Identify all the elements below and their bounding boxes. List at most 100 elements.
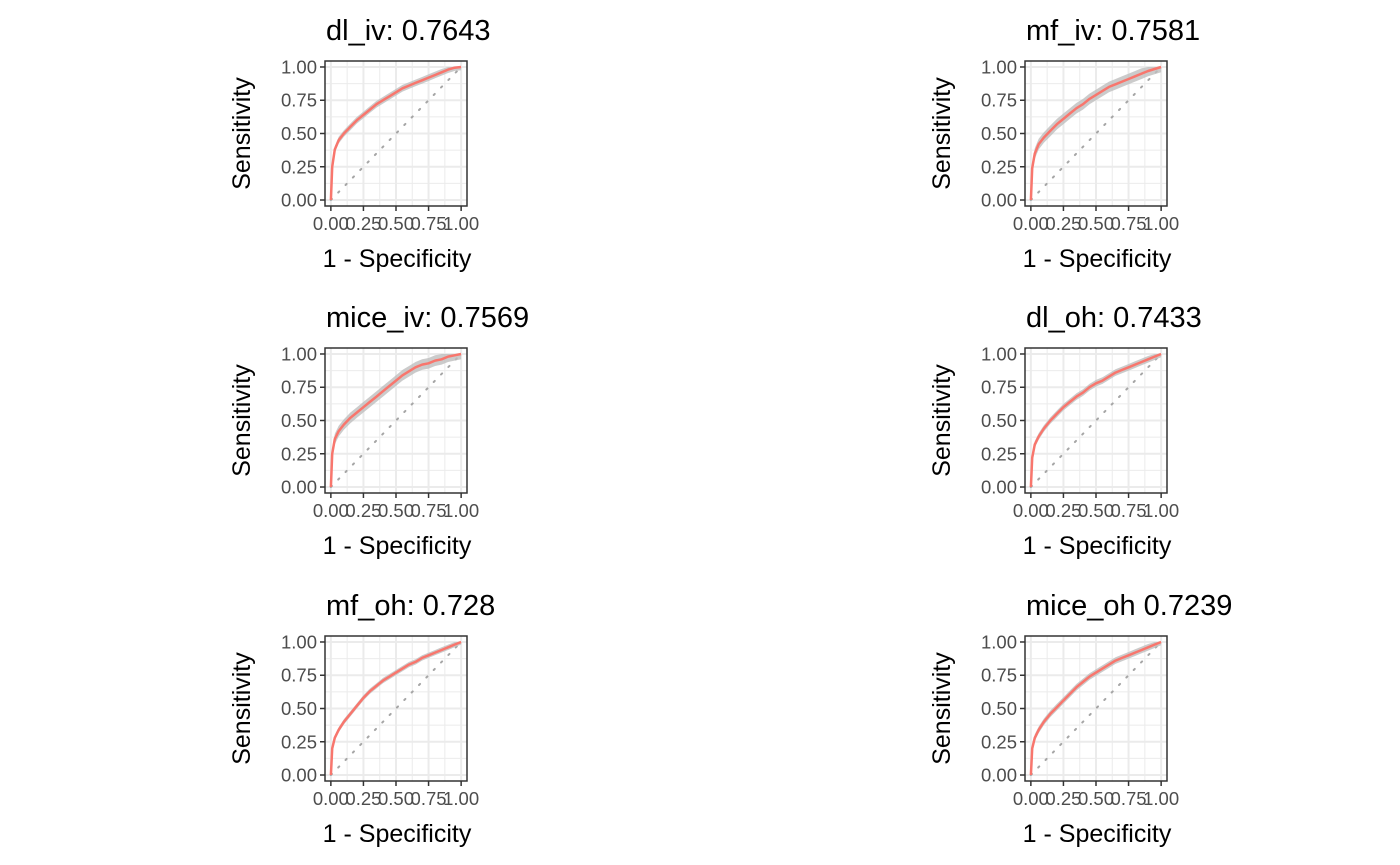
reference-diagonal	[1029, 65, 1163, 202]
x-tick-label: 0.75	[1111, 500, 1147, 521]
x-tick-label: 1.00	[443, 213, 479, 234]
y-tick-label: 0.00	[981, 190, 1017, 211]
y-axis-title: Sensitivity	[928, 652, 956, 765]
roc-panel: 0.000.250.500.751.000.000.250.500.751.00…	[228, 15, 490, 273]
roc-curve	[329, 65, 462, 201]
panel-title: mf_iv: 0.7581	[1026, 15, 1200, 47]
roc-curve	[1029, 65, 1162, 201]
y-axis-title: Sensitivity	[928, 364, 956, 477]
panel-title: dl_oh: 0.7433	[1026, 302, 1202, 334]
x-tick-label: 0.00	[1013, 213, 1049, 234]
panel-title: mf_oh: 0.728	[326, 590, 495, 622]
reference-diagonal	[329, 352, 463, 489]
x-tick-label: 1.00	[1143, 500, 1179, 521]
y-tick-label: 0.50	[981, 123, 1017, 144]
y-tick-label: 1.00	[981, 56, 1017, 77]
y-tick-label: 0.75	[981, 665, 1017, 686]
x-tick-label: 1.00	[1143, 213, 1179, 234]
x-tick-label: 0.25	[1045, 500, 1081, 521]
y-tick-label: 0.00	[281, 477, 317, 498]
x-tick-label: 1.00	[1143, 788, 1179, 809]
y-tick-label: 0.25	[981, 731, 1017, 752]
y-tick-label: 1.00	[281, 343, 317, 364]
x-tick-label: 0.25	[1045, 213, 1081, 234]
y-tick-label: 0.50	[281, 410, 317, 431]
x-tick-label: 0.00	[313, 500, 349, 521]
gridlines	[1025, 636, 1167, 781]
y-axis-title: Sensitivity	[928, 77, 956, 190]
x-tick-label: 0.25	[1045, 788, 1081, 809]
x-axis-title: 1 - Specificity	[1023, 245, 1172, 273]
y-tick-label: 0.50	[981, 410, 1017, 431]
roc-panel: 0.000.250.500.751.000.000.250.500.751.00…	[928, 15, 1200, 273]
reference-diagonal	[1029, 640, 1163, 777]
gridlines	[1025, 348, 1167, 493]
x-axis-title: 1 - Specificity	[1023, 532, 1172, 560]
y-tick-label: 1.00	[281, 631, 317, 652]
x-tick-label: 0.75	[411, 788, 447, 809]
y-tick-label: 0.25	[281, 731, 317, 752]
x-tick-label: 1.00	[443, 788, 479, 809]
roc-panel: 0.000.250.500.751.000.000.250.500.751.00…	[228, 590, 495, 848]
gridlines	[325, 61, 467, 206]
x-axis-title: 1 - Specificity	[323, 820, 472, 848]
y-tick-label: 0.50	[281, 698, 317, 719]
x-tick-label: 0.75	[411, 500, 447, 521]
x-tick-label: 0.50	[378, 500, 414, 521]
x-tick-label: 0.50	[1078, 213, 1114, 234]
panel-title: mice_iv: 0.7569	[326, 302, 529, 334]
y-tick-label: 0.25	[281, 443, 317, 464]
panel-title: dl_iv: 0.7643	[326, 15, 490, 47]
x-tick-label: 0.50	[1078, 500, 1114, 521]
y-tick-label: 0.25	[981, 443, 1017, 464]
y-axis-title: Sensitivity	[228, 77, 256, 190]
roc-curve	[329, 640, 462, 776]
x-tick-label: 0.75	[1111, 213, 1147, 234]
reference-diagonal	[329, 65, 463, 202]
x-tick-label: 0.25	[345, 500, 381, 521]
x-tick-label: 0.50	[378, 213, 414, 234]
roc-curve	[1029, 640, 1162, 776]
y-tick-label: 0.75	[281, 90, 317, 111]
y-axis-title: Sensitivity	[228, 364, 256, 477]
panel-title: mice_oh 0.7239	[1026, 590, 1232, 622]
x-tick-label: 1.00	[443, 500, 479, 521]
gridlines	[325, 348, 467, 493]
y-axis-title: Sensitivity	[228, 652, 256, 765]
y-tick-label: 1.00	[981, 343, 1017, 364]
x-tick-label: 0.00	[313, 788, 349, 809]
y-tick-label: 0.75	[281, 665, 317, 686]
x-tick-label: 0.00	[1013, 500, 1049, 521]
x-tick-label: 0.00	[313, 213, 349, 234]
x-tick-label: 0.50	[1078, 788, 1114, 809]
y-tick-label: 0.00	[981, 477, 1017, 498]
x-tick-label: 0.00	[1013, 788, 1049, 809]
x-tick-label: 0.75	[411, 213, 447, 234]
roc-curve	[329, 352, 462, 488]
y-tick-label: 0.00	[281, 765, 317, 786]
confidence-band	[1030, 354, 1162, 487]
y-tick-label: 0.50	[981, 698, 1017, 719]
x-axis-title: 1 - Specificity	[323, 532, 472, 560]
roc-curve	[1029, 352, 1162, 488]
y-tick-label: 0.00	[281, 190, 317, 211]
y-tick-label: 0.75	[981, 90, 1017, 111]
y-tick-label: 1.00	[281, 56, 317, 77]
x-tick-label: 0.50	[378, 788, 414, 809]
x-tick-label: 0.25	[345, 213, 381, 234]
roc-panel: 0.000.250.500.751.000.000.250.500.751.00…	[228, 302, 529, 560]
x-axis-title: 1 - Specificity	[323, 245, 472, 273]
y-tick-label: 0.50	[281, 123, 317, 144]
y-tick-label: 1.00	[981, 631, 1017, 652]
reference-diagonal	[1029, 352, 1163, 489]
x-axis-title: 1 - Specificity	[1023, 820, 1172, 848]
y-tick-label: 0.00	[981, 765, 1017, 786]
roc-panel: 0.000.250.500.751.000.000.250.500.751.00…	[928, 302, 1202, 560]
x-tick-label: 0.75	[1111, 788, 1147, 809]
y-tick-label: 0.25	[981, 156, 1017, 177]
reference-diagonal	[329, 640, 463, 777]
roc-panel: 0.000.250.500.751.000.000.250.500.751.00…	[928, 590, 1232, 848]
y-tick-label: 0.75	[981, 377, 1017, 398]
x-tick-label: 0.25	[345, 788, 381, 809]
